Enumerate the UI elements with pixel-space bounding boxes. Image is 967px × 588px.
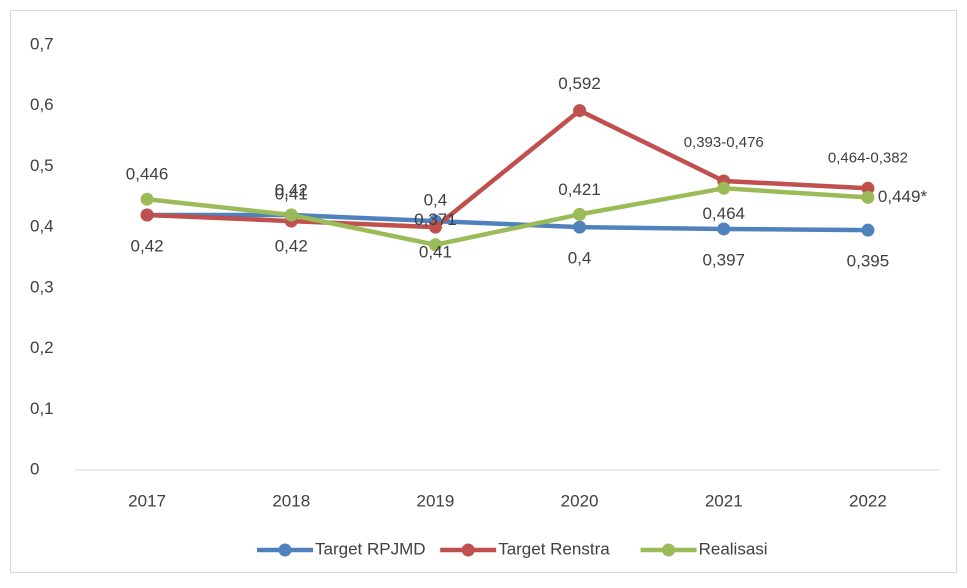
y-tick-label: 0,3	[30, 277, 54, 296]
x-tick-label: 2022	[849, 491, 887, 510]
series-marker	[861, 223, 875, 237]
legend-marker	[662, 543, 676, 557]
y-tick-label: 0,7	[30, 34, 54, 53]
data-label: 0,4	[568, 249, 592, 268]
series-marker	[573, 104, 587, 118]
series-marker	[428, 238, 442, 252]
data-label: 0,393-0,476	[684, 134, 764, 151]
series-marker	[284, 208, 298, 222]
data-label: 0,421	[558, 180, 601, 199]
data-label: 0,41	[419, 243, 452, 262]
data-label: 0,464	[702, 204, 745, 223]
x-tick-label: 2017	[128, 491, 166, 510]
series-marker	[140, 208, 154, 222]
series-marker	[428, 220, 442, 234]
series-marker	[573, 220, 587, 234]
data-label: 0,464-0,382	[828, 149, 908, 166]
chart-frame	[10, 10, 957, 573]
y-tick-label: 0,5	[30, 156, 54, 175]
legend-marker	[278, 543, 292, 557]
data-label: 0,4	[424, 191, 448, 210]
series-line	[146, 108, 869, 230]
data-label: 0,41	[275, 185, 308, 204]
data-label: 0,395	[847, 252, 890, 271]
data-label: 0,42	[275, 236, 308, 255]
series-line	[147, 212, 868, 233]
legend-marker	[461, 543, 475, 557]
legend-label: Target Renstra	[498, 539, 610, 558]
data-label: 0,446	[126, 165, 169, 184]
data-label: 0,371	[414, 210, 457, 229]
data-label: 0,449*	[878, 187, 928, 206]
legend-label: Realisasi	[699, 539, 768, 558]
y-tick-label: 0,4	[30, 217, 54, 236]
series-marker	[861, 190, 875, 204]
series-marker	[573, 207, 587, 221]
x-tick-label: 2019	[417, 491, 455, 510]
series-marker	[861, 181, 875, 195]
legend-label: Target RPJMD	[315, 539, 426, 558]
y-tick-label: 0,6	[30, 95, 54, 114]
y-tick-label: 0	[30, 459, 39, 478]
x-tick-label: 2020	[561, 491, 599, 510]
x-tick-label: 2021	[705, 491, 743, 510]
y-tick-label: 0,1	[30, 399, 54, 418]
y-tick-label: 0,2	[30, 338, 54, 357]
x-tick-label: 2018	[272, 491, 310, 510]
series-line	[146, 186, 869, 247]
data-label: 0,592	[558, 74, 601, 93]
series-marker	[717, 181, 731, 195]
series-marker	[717, 222, 731, 236]
data-label: 0,397	[702, 250, 745, 269]
data-label: 0,42	[275, 180, 308, 199]
data-label: 0,42	[131, 236, 164, 255]
series-marker	[140, 192, 154, 206]
